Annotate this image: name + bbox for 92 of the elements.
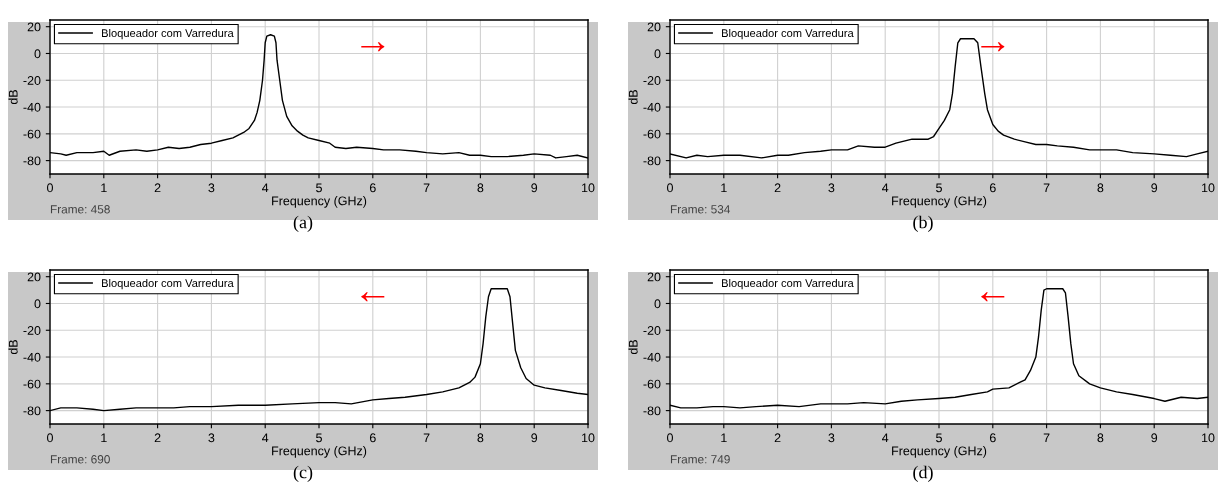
x-tick-label: 2: [154, 183, 161, 193]
y-tick-label: -60: [23, 379, 41, 389]
x-tick-label: 10: [1202, 433, 1215, 443]
y-tick-label: -20: [23, 76, 41, 85]
y-tick-label: 20: [27, 22, 41, 32]
y-tick-label: -40: [643, 102, 661, 112]
x-tick-label: 9: [1151, 183, 1158, 193]
x-tick-label: 10: [1202, 183, 1215, 193]
x-tick-label: 7: [1043, 183, 1050, 193]
x-tick-label: 2: [774, 183, 781, 193]
y-tick-label: 20: [27, 272, 41, 282]
x-axis-title: Frequency (GHz): [892, 196, 987, 208]
x-tick-label: 3: [208, 183, 215, 193]
text: (b): [913, 215, 933, 232]
y-tick-label: -40: [643, 352, 661, 362]
x-axis-title: Frequency (GHz): [272, 196, 367, 208]
y-axis-title: dB: [628, 340, 638, 355]
y-tick-label: 0: [34, 299, 41, 309]
annotation: →: [981, 42, 1005, 52]
y-tick-label: -60: [643, 379, 661, 389]
x-tick-label: 1: [721, 433, 727, 443]
x-tick-label: 7: [423, 183, 430, 193]
text: Frame: 534: [670, 205, 731, 214]
y-tick-label: -80: [23, 156, 41, 166]
y-tick-label: -80: [23, 406, 41, 416]
y-tick-label: -20: [23, 326, 41, 335]
y-tick-label: -80: [643, 156, 661, 166]
x-tick-label: 9: [531, 433, 538, 443]
x-tick-label: 6: [369, 433, 376, 443]
legend-label: Bloqueador com Varredura: [102, 28, 234, 40]
x-tick-label: 0: [667, 433, 673, 443]
x-tick-label: 10: [582, 433, 595, 443]
x-tick-label: 4: [882, 183, 889, 193]
y-tick-label: -80: [643, 406, 661, 416]
x-tick-label: 5: [316, 183, 322, 193]
x-tick-label: 3: [208, 433, 215, 443]
x-tick-label: 5: [936, 433, 942, 443]
x-tick-label: 4: [262, 433, 269, 443]
x-tick-label: 0: [47, 183, 53, 193]
text: Frame: 458: [50, 205, 110, 214]
x-tick-label: 0: [47, 433, 53, 443]
x-tick-label: 0: [667, 183, 673, 193]
y-axis-title: dB: [8, 340, 18, 355]
x-tick-label: 6: [989, 433, 996, 443]
y-tick-label: 20: [647, 22, 661, 32]
x-tick-label: 6: [369, 183, 376, 193]
text: Frame: 749: [670, 455, 730, 464]
x-tick-label: 10: [582, 183, 595, 193]
y-tick-label: 20: [647, 272, 661, 282]
x-tick-label: 4: [882, 433, 889, 443]
y-tick-label: 0: [654, 49, 661, 59]
text: (c): [293, 465, 313, 482]
text: (d): [913, 465, 933, 482]
x-tick-label: 5: [316, 433, 322, 443]
y-tick-label: -20: [643, 326, 661, 335]
y-tick-label: 0: [34, 49, 41, 59]
x-axis-title: Frequency (GHz): [272, 446, 367, 458]
annotation: ←: [981, 292, 1005, 302]
x-tick-label: 7: [1043, 433, 1050, 443]
y-axis-title: dB: [628, 90, 638, 105]
x-tick-label: 8: [477, 433, 484, 443]
x-tick-label: 9: [1151, 433, 1158, 443]
y-tick-label: -60: [23, 129, 41, 139]
legend-label: Bloqueador com Varredura: [722, 278, 854, 290]
x-tick-label: 8: [477, 183, 484, 193]
legend-label: Bloqueador com Varredura: [722, 28, 854, 40]
x-tick-label: 4: [262, 183, 269, 193]
y-tick-label: -40: [23, 102, 41, 112]
text: Frame: 690: [50, 455, 110, 464]
x-tick-label: 6: [989, 183, 996, 193]
x-tick-label: 3: [828, 433, 835, 443]
annotation: →: [361, 42, 385, 52]
x-tick-label: 1: [101, 183, 107, 193]
x-tick-label: 8: [1097, 183, 1104, 193]
y-axis-title: dB: [8, 90, 18, 105]
y-tick-label: 0: [654, 299, 661, 309]
x-tick-label: 5: [936, 183, 942, 193]
legend-label: Bloqueador com Varredura: [102, 278, 234, 290]
x-tick-label: 1: [721, 183, 727, 193]
y-tick-label: -40: [23, 352, 41, 362]
text: (a): [293, 215, 313, 232]
x-tick-label: 2: [154, 433, 161, 443]
x-tick-label: 2: [774, 433, 781, 443]
x-tick-label: 8: [1097, 433, 1104, 443]
y-tick-label: -60: [643, 129, 661, 139]
x-tick-label: 1: [101, 433, 107, 443]
x-tick-label: 7: [423, 433, 430, 443]
x-tick-label: 3: [828, 183, 835, 193]
x-axis-title: Frequency (GHz): [892, 446, 987, 458]
x-tick-label: 9: [531, 183, 538, 193]
y-tick-label: -20: [643, 76, 661, 85]
annotation: ←: [361, 292, 385, 302]
